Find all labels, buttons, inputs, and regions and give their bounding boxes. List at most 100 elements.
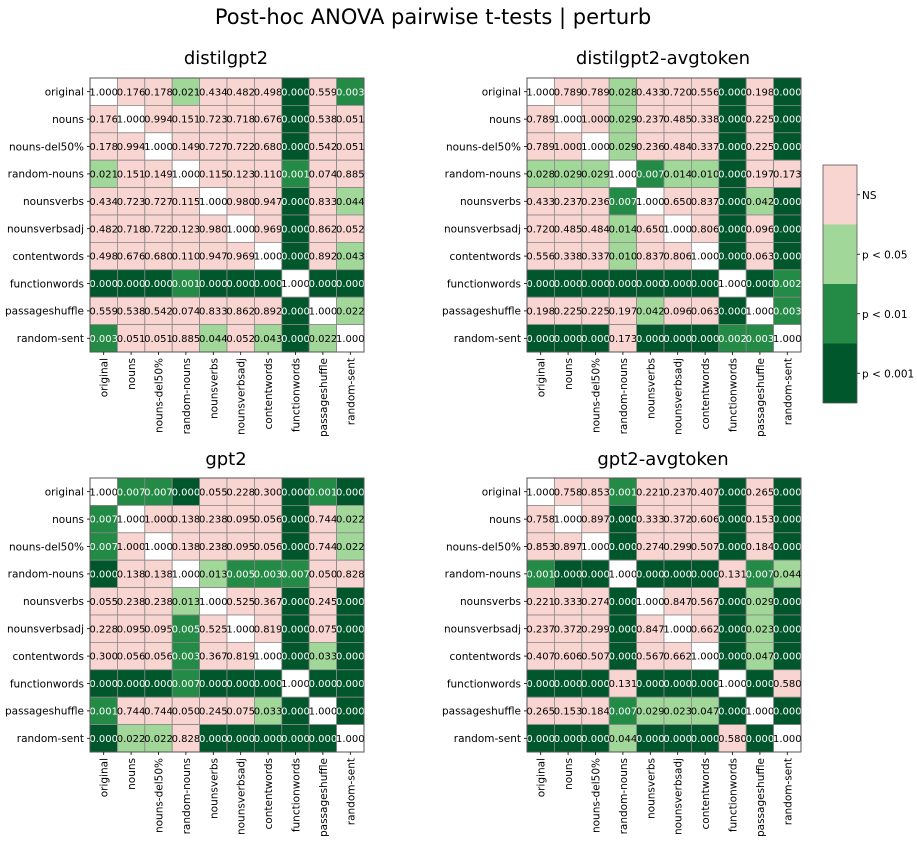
cell-value-label: 0.000 xyxy=(773,597,802,608)
heatmap-cell xyxy=(773,559,802,589)
cell-value-label: 0.007 xyxy=(609,197,638,208)
cell-value-label: 1.000 xyxy=(718,679,747,690)
y-tick-label: contentwords xyxy=(450,651,521,663)
cell-value-label: 0.300 xyxy=(89,652,118,663)
cell-value-label: 0.000 xyxy=(718,597,747,608)
heatmap-cell xyxy=(718,269,747,298)
cell-value-label: 1.000 xyxy=(226,624,255,635)
cell-value-label: 0.484 xyxy=(581,224,610,235)
cell-value-label: 0.178 xyxy=(144,87,173,98)
cell-value-label: 0.001 xyxy=(609,487,638,498)
heatmap-cell xyxy=(281,269,310,298)
cell-value-label: 0.650 xyxy=(636,224,665,235)
heatmap-cell xyxy=(718,296,747,326)
heatmap-cell xyxy=(608,696,638,726)
heatmap-panel: gpt21.0000.0070.0070.0000.0550.2280.3000… xyxy=(5,449,365,837)
heatmap-cell xyxy=(89,504,118,534)
cell-value-label: 0.000 xyxy=(226,679,255,690)
cell-value-label: 0.000 xyxy=(636,570,665,581)
cell-value-label: 0.000 xyxy=(773,115,802,126)
y-tick-label: nounsverbsadj xyxy=(7,224,84,236)
heatmap-cell xyxy=(718,159,747,188)
cell-value-label: 0.833 xyxy=(309,197,338,208)
cell-value-label: 0.758 xyxy=(554,487,583,498)
legend-label: p < 0.001 xyxy=(862,368,914,380)
cell-value-label: 0.000 xyxy=(281,597,310,608)
y-tick-label: nouns xyxy=(489,114,521,126)
cell-value-label: 0.225 xyxy=(554,307,583,318)
cell-value-label: 0.434 xyxy=(89,197,118,208)
heatmap-cell xyxy=(226,724,255,753)
cell-value-label: 0.238 xyxy=(199,515,228,526)
x-tick-label: original xyxy=(99,758,111,797)
heatmap-cell xyxy=(253,159,283,188)
cell-value-label: 0.885 xyxy=(172,334,201,345)
cell-value-label: 0.001 xyxy=(281,170,310,181)
cell-value-label: 1.000 xyxy=(581,542,610,553)
cell-value-label: 0.367 xyxy=(254,597,283,608)
cell-value-label: 0.000 xyxy=(609,515,638,526)
heatmap-cell xyxy=(117,532,146,561)
cell-value-label: 0.337 xyxy=(581,252,610,263)
cell-value-label: 0.007 xyxy=(609,707,638,718)
cell-value-label: 0.498 xyxy=(254,87,283,98)
heatmap-cell xyxy=(281,642,310,671)
cell-value-label: 0.000 xyxy=(336,279,365,290)
cell-value-label: 0.580 xyxy=(773,679,802,690)
heatmap-cell xyxy=(336,77,365,106)
cell-value-label: 0.000 xyxy=(663,279,692,290)
y-tick-label: nouns-del50% xyxy=(446,141,521,153)
cell-value-label: 1.000 xyxy=(746,307,775,318)
heatmap-cell xyxy=(117,504,146,534)
heatmap-cell xyxy=(581,477,610,506)
cell-value-label: 0.000 xyxy=(526,334,555,345)
heatmap-cell xyxy=(718,77,747,106)
x-tick-label: nouns-del50% xyxy=(591,358,603,433)
x-tick-label: random-sent xyxy=(345,358,357,425)
cell-value-label: 0.828 xyxy=(336,570,365,581)
cell-value-label: 0.095 xyxy=(226,515,255,526)
cell-value-label: 0.000 xyxy=(609,652,638,663)
cell-value-label: 0.828 xyxy=(172,734,201,745)
cell-value-label: 0.000 xyxy=(636,679,665,690)
cell-value-label: 1.000 xyxy=(117,115,146,126)
heatmap-cell xyxy=(745,477,775,506)
cell-value-label: 0.176 xyxy=(117,87,146,98)
cell-value-label: 0.980 xyxy=(226,197,255,208)
cell-value-label: 0.994 xyxy=(117,142,146,153)
cell-value-label: 0.051 xyxy=(117,334,146,345)
heatmap-cell xyxy=(199,504,228,534)
legend-swatch xyxy=(823,224,857,284)
cell-value-label: 1.000 xyxy=(609,570,638,581)
cell-value-label: 0.138 xyxy=(117,570,146,581)
cell-value-label: 0.559 xyxy=(309,87,338,98)
cell-value-label: 0.847 xyxy=(663,597,692,608)
heatmap-cell xyxy=(253,532,283,561)
cell-value-label: 0.000 xyxy=(554,679,583,690)
x-tick-label: original xyxy=(536,358,548,397)
heatmap-cell xyxy=(663,296,692,326)
cell-value-label: 0.236 xyxy=(636,142,665,153)
cell-value-label: 0.115 xyxy=(199,170,228,181)
cell-value-label: 1.000 xyxy=(691,252,720,263)
cell-value-label: 0.002 xyxy=(718,334,747,345)
cell-value-label: 0.000 xyxy=(746,279,775,290)
cell-value-label: 1.000 xyxy=(581,142,610,153)
heatmap-cell xyxy=(554,105,583,134)
heatmap-cell xyxy=(554,559,583,589)
heatmap-cell xyxy=(226,477,255,506)
heatmap-cell xyxy=(226,559,255,589)
x-tick-label: random-nouns xyxy=(618,758,630,834)
cell-value-label: 0.000 xyxy=(773,252,802,263)
heatmap-panel: gpt2-avgtoken1.0000.7580.8530.0010.2210.… xyxy=(442,449,802,837)
heatmap-cell xyxy=(581,132,610,161)
heatmap-cell xyxy=(253,241,283,271)
heatmap-cell xyxy=(199,724,228,753)
cell-value-label: 0.131 xyxy=(718,570,747,581)
cell-value-label: 0.947 xyxy=(254,197,283,208)
cell-value-label: 0.237 xyxy=(554,197,583,208)
cell-value-label: 0.847 xyxy=(636,624,665,635)
heatmap-cell xyxy=(199,642,228,671)
panel-title: gpt2-avgtoken xyxy=(597,449,728,470)
cell-value-label: 0.000 xyxy=(581,570,610,581)
